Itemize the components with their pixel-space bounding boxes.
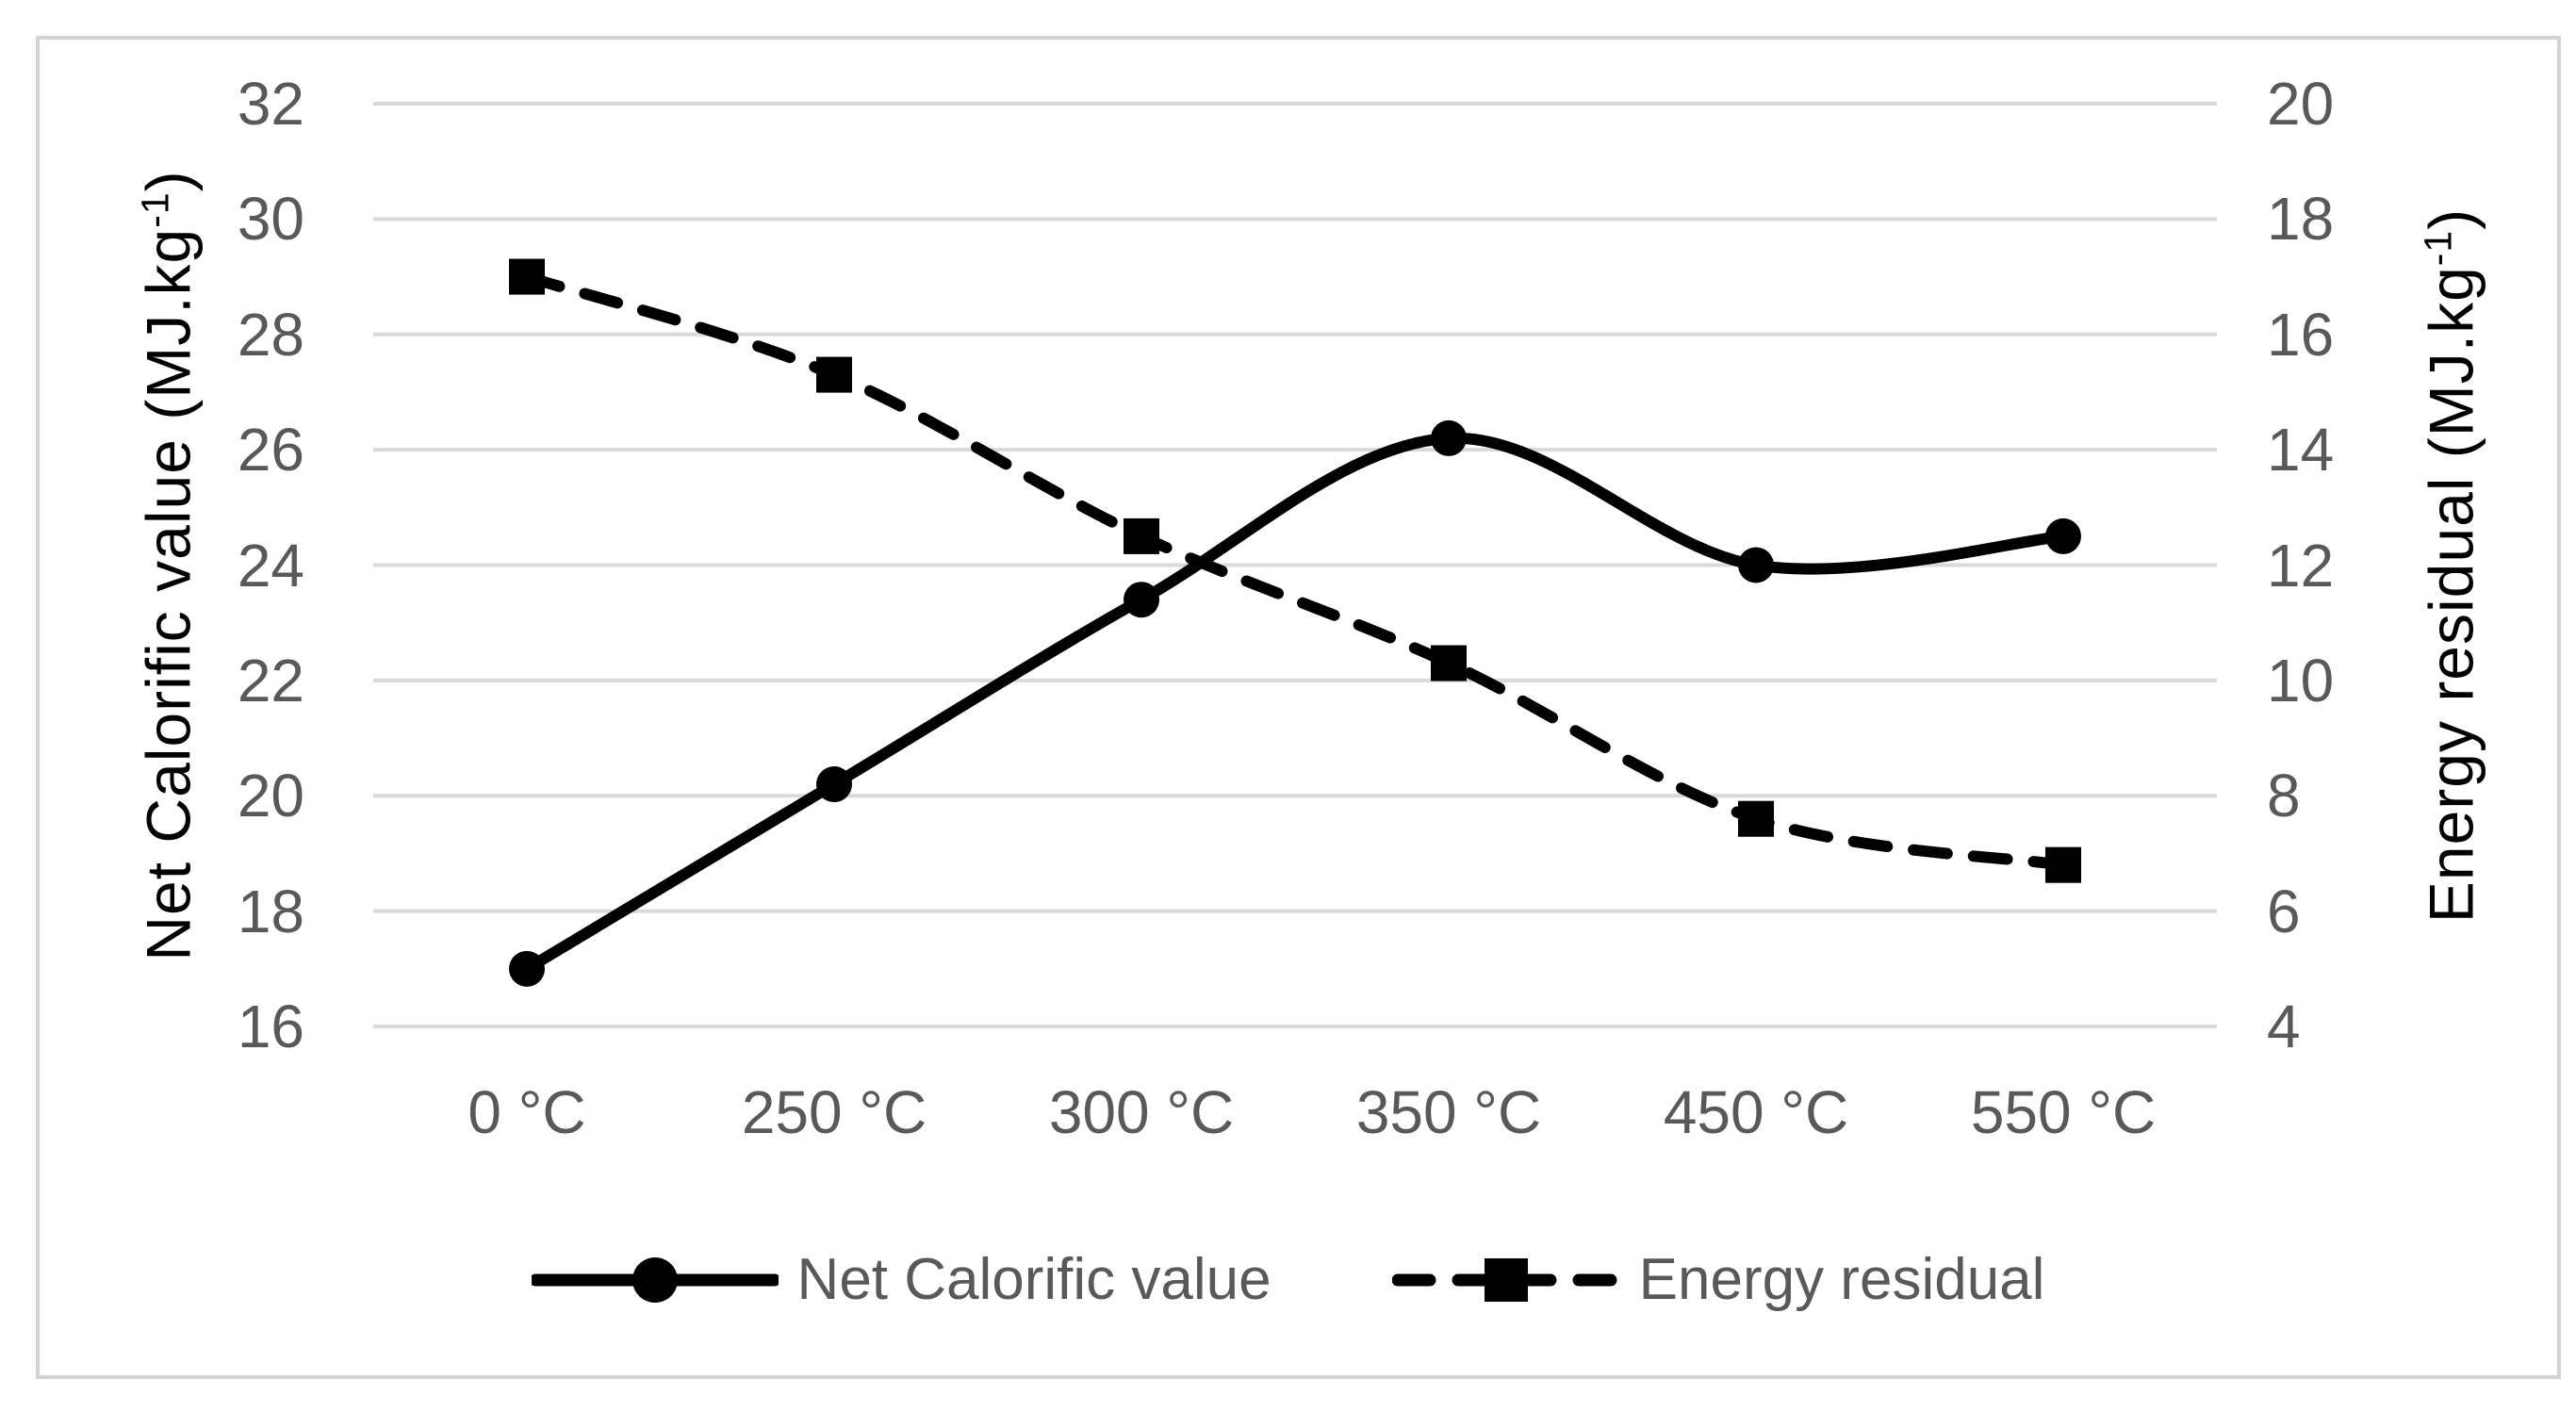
x-axis-label: 350 °C: [1355, 1078, 1542, 1146]
left-axis-tick-label: 28: [237, 300, 304, 369]
legend-item-energy-residual: Energy residual: [1391, 1247, 2045, 1313]
energy-residual-data-point: [1431, 645, 1467, 681]
energy-residual-data-point: [509, 258, 545, 295]
right-axis-tick-label: 10: [2267, 646, 2335, 714]
net-calorific-value-line: [521, 432, 2069, 975]
net-calorific-value-data-point: [1738, 547, 1774, 583]
legend: Net Calorific value Energy residual: [0, 1235, 2576, 1325]
net-calorific-value-data-point: [509, 950, 545, 987]
x-axis-label: 300 °C: [1048, 1078, 1235, 1146]
left-axis-title-superscript: -1: [133, 191, 177, 228]
series-lines: [521, 271, 2069, 975]
left-axis-tick-label: 30: [237, 185, 304, 254]
left-axis-title-text: Net Calorific value (MJ.kg: [133, 227, 204, 961]
right-axis-tick-label: 16: [2267, 300, 2335, 369]
right-axis-tick-label: 20: [2267, 70, 2335, 138]
left-axis-tick-label: 24: [237, 531, 304, 599]
net-calorific-value-data-point: [816, 766, 852, 803]
left-axis-tick-label: 18: [237, 877, 304, 945]
left-axis-tick-label: 26: [237, 416, 304, 484]
x-axis-label: 450 °C: [1663, 1078, 1849, 1146]
energy-residual-line: [521, 271, 2069, 871]
right-axis-tick-label: 18: [2267, 185, 2335, 254]
series-markers: [509, 258, 2081, 987]
right-axis-tick-label: 6: [2267, 877, 2301, 945]
energy-residual-data-point: [816, 356, 852, 393]
left-axis-tick-label: 32: [237, 70, 304, 138]
left-axis-tick-label: 20: [237, 762, 304, 830]
right-axis-tick-label: 12: [2267, 531, 2335, 599]
right-axis-title-superscript: -1: [2416, 229, 2460, 267]
right-axis-tick-label: 8: [2267, 762, 2301, 830]
energy-residual-data-point: [2045, 846, 2081, 883]
left-axis-title: Net Calorific value (MJ.kg-1): [133, 170, 204, 960]
right-axis-title-text: Energy residual (MJ.kg: [2416, 266, 2486, 924]
right-axis-tick-label: 4: [2267, 993, 2301, 1060]
x-axis-label: 0 °C: [468, 1078, 586, 1146]
legend-label-net-calorific-value: Net Calorific value: [796, 1247, 1272, 1312]
net-calorific-value-data-point: [1124, 582, 1159, 618]
x-axis-label: 550 °C: [1970, 1078, 2157, 1146]
energy-residual-data-point: [1738, 800, 1774, 837]
gridlines: [373, 102, 2217, 1028]
left-axis-tick-label: 16: [237, 993, 304, 1060]
legend-item-net-calorific-value: Net Calorific value: [531, 1247, 1272, 1313]
solid-line-circle-marker-sample: [531, 1257, 779, 1303]
legend-label-energy-residual: Energy residual: [1638, 1247, 2045, 1312]
left-axis-tick-label: 22: [237, 646, 304, 714]
energy-residual-data-point: [1124, 517, 1159, 554]
right-axis-title-close: ): [2416, 207, 2486, 230]
net-calorific-value-data-point: [1431, 419, 1467, 456]
dashed-line-square-marker-sample: [1391, 1258, 1620, 1302]
right-axis-tick-label: 14: [2267, 416, 2335, 484]
left-axis-title-close: ): [133, 170, 204, 192]
chart-border: [36, 36, 2561, 1379]
right-axis-title: Energy residual (MJ.kg-1): [2416, 207, 2486, 924]
x-axis-label: 250 °C: [741, 1078, 927, 1146]
net-calorific-value-data-point: [2045, 517, 2081, 554]
